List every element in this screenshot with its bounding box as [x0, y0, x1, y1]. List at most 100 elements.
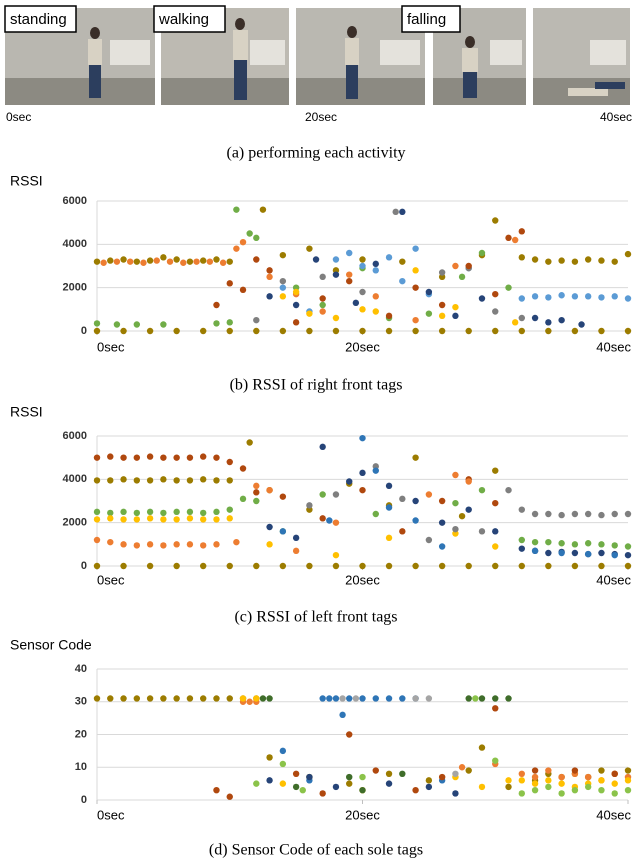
point — [425, 695, 433, 702]
point — [292, 319, 300, 326]
point — [279, 277, 287, 285]
point — [359, 773, 366, 781]
point — [624, 510, 632, 518]
axis-label: RSSI — [10, 173, 43, 189]
point — [392, 208, 399, 216]
point — [146, 257, 154, 264]
point — [319, 491, 326, 498]
point — [425, 783, 433, 791]
point — [186, 515, 194, 522]
point — [253, 256, 260, 263]
point — [120, 541, 127, 548]
point — [107, 538, 114, 546]
point — [226, 695, 233, 702]
point — [332, 551, 340, 559]
point — [266, 267, 273, 274]
point — [492, 705, 499, 712]
point — [93, 320, 101, 327]
point — [624, 327, 632, 335]
point — [584, 256, 592, 263]
point — [213, 320, 220, 327]
point — [545, 319, 552, 326]
point — [359, 695, 366, 702]
point — [478, 295, 486, 302]
point — [146, 695, 154, 702]
point — [266, 523, 273, 531]
point — [246, 230, 253, 237]
point — [372, 467, 379, 474]
point — [200, 695, 207, 702]
point — [226, 319, 233, 326]
point — [571, 767, 579, 774]
point — [332, 327, 340, 335]
point — [146, 508, 154, 516]
point — [571, 327, 579, 335]
point — [319, 301, 326, 309]
point — [412, 786, 419, 794]
point — [518, 327, 525, 335]
point — [173, 562, 180, 570]
y-tick-label: 0 — [81, 325, 87, 337]
point — [385, 562, 393, 570]
point — [611, 293, 618, 300]
point — [598, 777, 605, 784]
point — [624, 786, 632, 794]
y-tick-label: 2000 — [63, 517, 87, 529]
point — [213, 508, 220, 516]
chart: RSSI (b) RSSI of right front tags 0 2000 400… — [10, 173, 631, 394]
point — [518, 314, 525, 322]
point — [492, 757, 499, 764]
point — [584, 293, 592, 300]
point — [186, 695, 194, 702]
y-tick-label: 6000 — [63, 430, 87, 442]
point — [160, 321, 167, 328]
point — [219, 259, 227, 266]
point — [346, 277, 353, 285]
point — [93, 562, 101, 570]
point — [359, 288, 366, 296]
point — [332, 271, 340, 278]
point — [558, 773, 565, 781]
point — [558, 780, 565, 787]
point — [253, 780, 260, 787]
point — [385, 770, 393, 777]
point — [505, 284, 512, 291]
point — [531, 314, 539, 322]
point — [107, 509, 114, 517]
point — [531, 773, 539, 781]
point — [332, 519, 340, 526]
point — [458, 512, 466, 520]
point — [226, 477, 233, 484]
point — [239, 695, 247, 702]
x-tick-label: 20sec — [345, 807, 380, 822]
point — [332, 695, 340, 702]
point — [319, 295, 326, 302]
point — [531, 780, 539, 787]
point — [598, 767, 605, 774]
point — [332, 256, 340, 263]
point — [385, 780, 393, 787]
point — [346, 478, 353, 485]
point — [571, 541, 579, 548]
point — [292, 770, 300, 777]
activity-label: standing — [10, 11, 67, 28]
point — [571, 293, 579, 300]
point — [545, 777, 552, 784]
point — [465, 262, 472, 270]
point — [299, 786, 306, 794]
point — [266, 486, 273, 494]
point — [133, 258, 141, 265]
point — [425, 288, 433, 296]
point — [452, 770, 459, 777]
point — [206, 258, 214, 265]
point — [93, 477, 101, 484]
time-label: 40sec — [600, 110, 632, 124]
point — [518, 295, 525, 302]
point — [518, 562, 525, 570]
point — [233, 538, 240, 546]
point — [359, 434, 366, 442]
point — [226, 258, 233, 265]
point — [146, 453, 154, 460]
point — [531, 538, 539, 546]
